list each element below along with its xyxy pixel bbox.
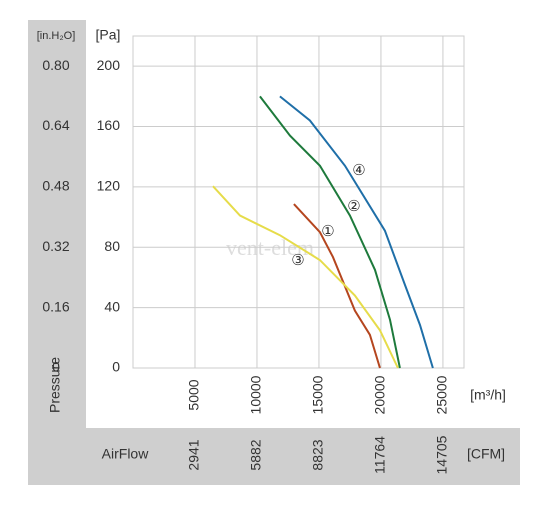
x2-tick-label: 8823: [310, 439, 326, 470]
y-axis-title: Pressure: [47, 357, 63, 413]
plot-frame: [132, 35, 465, 369]
x2-tick-label: 2941: [186, 439, 202, 470]
y2-tick-label: 0.80: [42, 57, 69, 73]
curve-label: ④: [352, 162, 365, 179]
x-axis-title: AirFlow: [102, 446, 150, 462]
y2-tick-label: 0.48: [42, 178, 69, 194]
y-tick-label: 0: [112, 359, 120, 375]
x2-tick-label: 5882: [248, 439, 264, 470]
x2-tick-label: 11764: [372, 436, 388, 474]
y-unit: [Pa]: [96, 27, 121, 43]
curve: [212, 185, 399, 369]
x-unit: [m³/h]: [470, 387, 506, 403]
curve-label: ①: [321, 223, 334, 240]
y2-tick-label: 0: [52, 359, 60, 375]
curve: [279, 95, 434, 369]
y2-tick-label: 0.16: [42, 298, 69, 314]
y-tick-label: 200: [97, 57, 121, 73]
bottom-band: [28, 428, 520, 485]
x-tick-label: 25000: [434, 375, 450, 414]
y-tick-label: 40: [104, 298, 120, 314]
x-tick-label: 5000: [186, 379, 202, 410]
curve-label: ③: [291, 252, 304, 269]
curve: [293, 203, 381, 369]
y2-unit: [in.H₂O]: [37, 30, 76, 42]
x2-unit: [CFM]: [467, 446, 505, 462]
y2-tick-label: 0.32: [42, 238, 69, 254]
x2-tick-label: 14705: [434, 435, 450, 474]
x-tick-label: 20000: [372, 375, 388, 414]
x-tick-label: 10000: [248, 375, 264, 414]
y-tick-label: 160: [97, 117, 121, 133]
x-tick-label: 15000: [310, 375, 326, 414]
left-band: [28, 20, 86, 485]
y2-tick-label: 0.64: [42, 117, 69, 133]
curve: [259, 95, 401, 369]
y-tick-label: 80: [104, 238, 120, 254]
y-tick-label: 120: [97, 178, 121, 194]
curve-label: ②: [347, 198, 360, 215]
